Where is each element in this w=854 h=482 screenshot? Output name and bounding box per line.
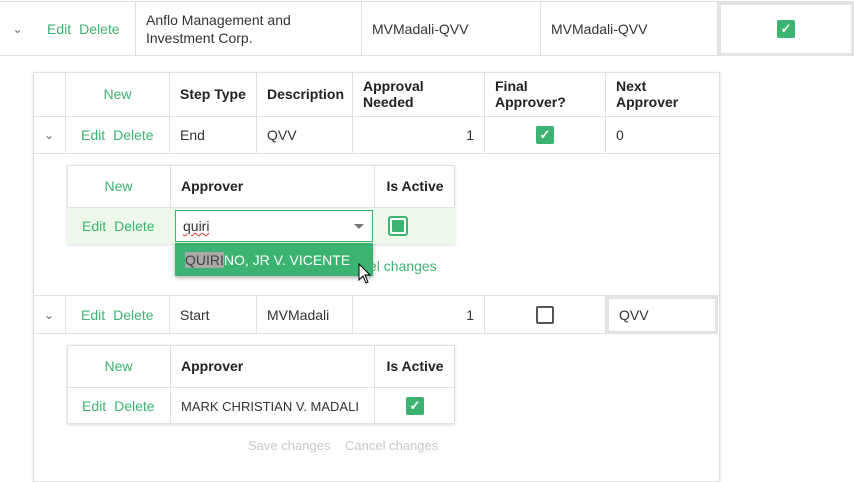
mouse-cursor-icon: [358, 263, 372, 284]
header-step-type[interactable]: Step Type: [170, 72, 257, 117]
chevron-down-icon[interactable]: ⌄: [33, 117, 66, 154]
header-approver[interactable]: Approver: [171, 345, 375, 388]
header-next-approver[interactable]: Next Approver: [606, 72, 720, 117]
final-approver-cell: ✓: [485, 117, 606, 154]
step-type: Start: [170, 296, 257, 334]
header-is-active[interactable]: Is Active: [375, 165, 455, 208]
step-actions: Edit Delete: [66, 117, 170, 154]
header-description[interactable]: Description: [257, 72, 353, 117]
approver-input[interactable]: quiri: [183, 218, 210, 234]
approval-needed: 1: [353, 117, 485, 154]
new-step-button[interactable]: New: [66, 72, 170, 117]
is-active-checkbox[interactable]: [388, 216, 408, 236]
new-approver-button[interactable]: New: [67, 345, 171, 388]
checkbox-checked[interactable]: ✓: [777, 20, 795, 38]
next-approver: 0: [606, 117, 720, 154]
checkbox-checked[interactable]: ✓: [536, 126, 554, 144]
dropdown-option[interactable]: QUIRI NO, JR V. VICENTE: [175, 243, 373, 276]
top-border: [0, 0, 854, 2]
dropdown-arrow-icon[interactable]: [354, 224, 364, 229]
new-label[interactable]: New: [103, 86, 132, 102]
approver-actions: Edit Delete: [67, 388, 171, 424]
chevron-down-icon[interactable]: ⌄: [0, 2, 35, 56]
cancel-changes-button[interactable]: Cancel changes: [345, 438, 439, 453]
header-approval-needed[interactable]: Approval Needed: [353, 72, 485, 117]
is-active-cell: ✓: [375, 388, 455, 424]
new-label[interactable]: New: [104, 178, 133, 194]
delete-link[interactable]: Delete: [114, 398, 155, 414]
approval-needed: 1: [353, 296, 485, 334]
approver-combobox[interactable]: quiri: [175, 210, 373, 242]
step-actions: Edit Delete: [66, 296, 170, 334]
header-spacer: [33, 72, 66, 117]
edit-link[interactable]: Edit: [82, 218, 107, 234]
outer-col4: MVMadali-QVV: [541, 2, 718, 56]
edit-link[interactable]: Edit: [47, 20, 72, 37]
step-type: End: [170, 117, 257, 154]
delete-link[interactable]: Delete: [79, 20, 120, 37]
next-approver[interactable]: QVV: [606, 296, 718, 334]
match-highlight: QUIRI: [185, 251, 224, 268]
delete-link[interactable]: Delete: [114, 218, 155, 234]
description: MVMadali: [257, 296, 353, 334]
outer-actions: Edit Delete: [35, 2, 136, 56]
header-is-active[interactable]: Is Active: [375, 345, 455, 388]
cancel-changes-link[interactable]: cel changes: [362, 258, 437, 274]
new-approver-button[interactable]: New: [67, 165, 171, 208]
edit-link[interactable]: Edit: [82, 398, 107, 414]
outer-col3: MVMadali-QVV: [362, 2, 541, 56]
company-cell: Anflo Management and Investment Corp.: [136, 2, 362, 56]
delete-link[interactable]: Delete: [113, 127, 154, 143]
outer-checkbox-cell[interactable]: ✓: [718, 2, 854, 56]
detail-area: [33, 154, 720, 296]
chevron-down-icon[interactable]: ⌄: [33, 296, 66, 334]
delete-link[interactable]: Delete: [113, 306, 154, 323]
approver-name: MARK CHRISTIAN V. MADALI: [171, 388, 375, 424]
header-approver[interactable]: Approver: [171, 165, 375, 208]
save-changes-button[interactable]: Save changes: [248, 438, 331, 453]
edit-link[interactable]: Edit: [81, 127, 106, 143]
checkbox-unchecked[interactable]: [536, 305, 554, 324]
final-approver-cell: [485, 296, 606, 334]
edit-link[interactable]: Edit: [81, 306, 106, 323]
new-label[interactable]: New: [104, 358, 133, 374]
description: QVV: [257, 117, 353, 154]
approvers-grid: [67, 345, 455, 424]
approver-actions: Edit Delete: [67, 208, 171, 244]
option-rest: NO, JR V. VICENTE: [223, 251, 351, 268]
header-final-approver[interactable]: Final Approver?: [485, 72, 606, 117]
checkbox-checked[interactable]: ✓: [406, 397, 424, 415]
